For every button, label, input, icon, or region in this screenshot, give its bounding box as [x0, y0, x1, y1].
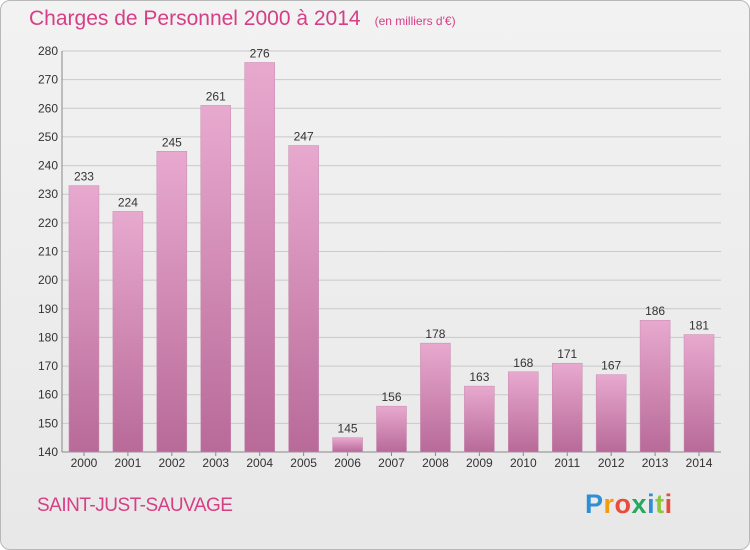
value-label-2001: 224: [118, 195, 138, 209]
y-tick-label: 180: [38, 330, 58, 344]
y-tick-label: 170: [38, 359, 58, 373]
x-tick-label-2009: 2009: [466, 456, 493, 470]
y-tick-label: 160: [38, 388, 58, 402]
value-label-2008: 178: [425, 327, 445, 341]
y-tick-label: 250: [38, 130, 58, 144]
bar-2002: [156, 151, 188, 453]
logo-letter: P: [585, 489, 604, 519]
bar-2000: [68, 185, 100, 453]
chart-title: Charges de Personnel 2000 à 2014 (en mill…: [29, 7, 456, 31]
value-label-2004: 276: [250, 46, 270, 60]
bar-2008: [420, 342, 451, 453]
city-name: SAINT-JUST-SAUVAGE: [37, 495, 233, 516]
x-tick-label-2005: 2005: [290, 456, 317, 470]
bar-2013: [639, 319, 671, 453]
logo-letter: i: [647, 489, 656, 519]
y-tick-label: 220: [38, 216, 58, 230]
x-tick-label-2002: 2002: [158, 456, 185, 470]
bar-2009: [464, 385, 495, 453]
y-tick-label: 230: [38, 187, 58, 201]
y-tick-label: 280: [38, 44, 58, 58]
x-tick-label-2013: 2013: [642, 456, 669, 470]
value-label-2010: 168: [513, 356, 533, 370]
y-tick-label: 270: [38, 73, 58, 87]
x-tick-label-2003: 2003: [202, 456, 229, 470]
x-tick-label-2011: 2011: [554, 456, 580, 470]
logo-letter: i: [664, 489, 673, 519]
value-label-2014: 181: [689, 319, 709, 333]
x-tick-label-2008: 2008: [422, 456, 449, 470]
value-label-2013: 186: [645, 304, 665, 318]
y-tick-label: 260: [38, 101, 58, 115]
logo-letter: o: [614, 489, 632, 519]
x-tick-label-2012: 2012: [598, 456, 625, 470]
chart-title-text: Charges de Personnel 2000 à 2014: [29, 7, 361, 30]
logo-letter: t: [655, 489, 665, 519]
bars: [68, 62, 715, 453]
unit-note: (en milliers d'€): [374, 14, 456, 28]
value-label-2000: 233: [74, 170, 94, 184]
x-tick-label-2007: 2007: [378, 456, 405, 470]
bar-2001: [112, 211, 144, 453]
value-labels: 233 224 245 261 276 247 145 156 178 163 168 171 167 1…: [74, 46, 709, 435]
y-tick-labels: 140 150 160 170 180 190 200 210 220 230 240 250 260 2…: [38, 44, 58, 459]
x-tick-label-2004: 2004: [246, 456, 273, 470]
bar-2006: [332, 437, 363, 453]
bar-2007: [376, 405, 407, 453]
logo-letter: r: [603, 489, 615, 519]
value-label-2011: 171: [557, 347, 577, 361]
bar-2011: [551, 362, 583, 453]
value-label-2006: 145: [338, 422, 358, 436]
x-tick-label-2010: 2010: [510, 456, 537, 470]
value-label-2012: 167: [601, 359, 621, 373]
bar-2005: [288, 145, 319, 453]
logo-letter: x: [631, 489, 648, 519]
y-tick-label: 190: [38, 302, 58, 316]
value-label-2005: 247: [294, 130, 314, 144]
bar-2004: [244, 62, 275, 453]
value-label-2003: 261: [206, 89, 226, 103]
y-tick-label: 210: [38, 245, 58, 259]
bar-2014: [683, 334, 715, 453]
value-label-2007: 156: [381, 390, 401, 404]
y-tick-label: 200: [38, 273, 58, 287]
proxiti-logo: Proxiti: [585, 489, 673, 520]
x-tick-label-2001: 2001: [115, 456, 142, 470]
x-tick-labels: 2000 2001 2002 2003 2004 2005 2006 2007 2008 2009…: [71, 456, 713, 470]
x-tick-label-2014: 2014: [686, 456, 713, 470]
bar-2012: [595, 374, 627, 453]
bar-2003: [200, 105, 232, 453]
x-tick-label-2006: 2006: [334, 456, 361, 470]
y-tick-label: 150: [38, 416, 58, 430]
value-label-2002: 245: [162, 135, 182, 149]
y-tick-label: 140: [38, 445, 58, 459]
value-label-2009: 163: [469, 370, 489, 384]
bar-2010: [508, 371, 539, 453]
logo-text: Proxiti: [585, 489, 673, 519]
y-tick-label: 240: [38, 159, 58, 173]
x-tick-label-2000: 2000: [71, 456, 98, 470]
